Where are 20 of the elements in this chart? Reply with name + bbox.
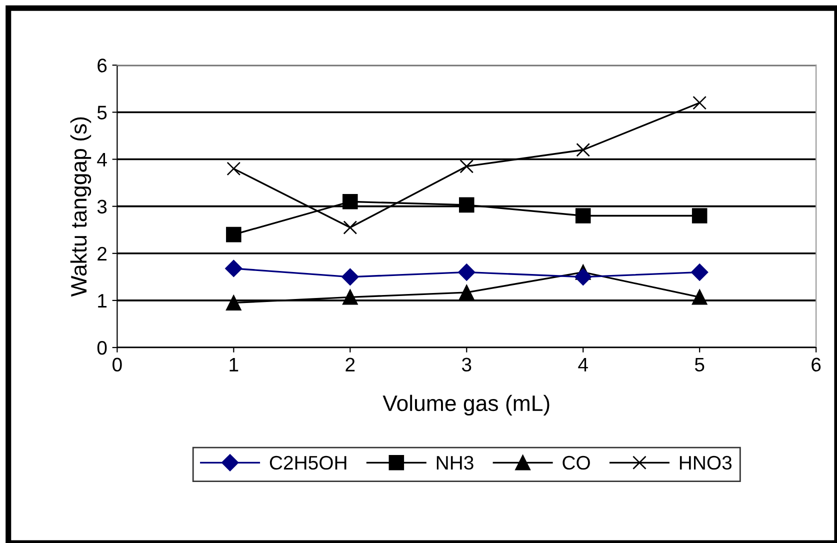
legend-label: HNO3 [680, 456, 732, 470]
y-axis-title: Waktu tanggap (s) [70, 117, 92, 297]
y-tick-label: 1 [98, 294, 107, 308]
legend-label: CO [562, 456, 590, 470]
x-tick-label: 0 [112, 358, 122, 372]
y-tick-label: 5 [97, 106, 107, 120]
x-tick-label: 1 [230, 358, 238, 372]
y-tick-label: 3 [97, 200, 107, 214]
x-tick-label: 3 [462, 358, 472, 372]
y-tick-label: 0 [97, 340, 107, 355]
y-tick-label: 2 [98, 246, 106, 260]
legend-label: NH3 [436, 456, 474, 470]
y-tick-label: 4 [97, 152, 107, 166]
x-tick-label: 6 [812, 358, 821, 372]
x-tick-label: 2 [346, 358, 355, 372]
legend-label: C2H5OH [270, 456, 346, 470]
x-tick-label: 4 [578, 358, 588, 372]
x-axis-title: Volume gas (mL) [382, 394, 550, 416]
y-tick-label: 6 [98, 58, 107, 72]
x-tick-label: 5 [694, 358, 704, 372]
